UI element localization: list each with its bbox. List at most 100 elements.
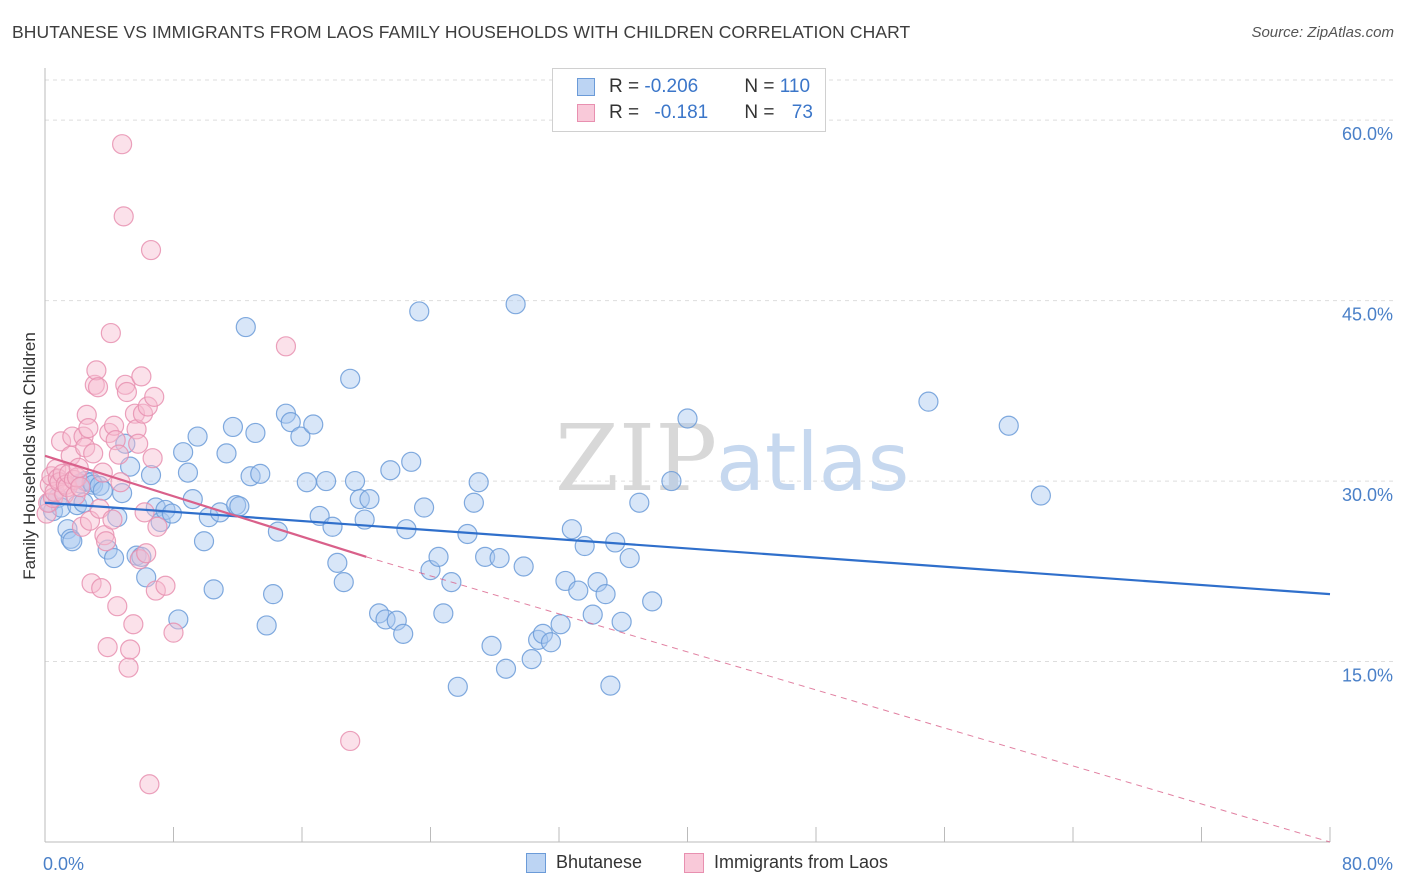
laos-point <box>78 418 99 439</box>
bhutanese-point <box>280 412 301 433</box>
laos-point <box>139 774 160 795</box>
bhutanese-point <box>401 451 422 472</box>
bhutanese-point <box>103 547 125 569</box>
bhutanese-point <box>611 611 632 632</box>
bhutanese-point <box>322 516 343 537</box>
bhutanese-point <box>447 676 468 697</box>
laos-point <box>118 657 139 678</box>
legend-r-value: -0.181 <box>654 102 709 123</box>
legend-r-value: -0.206 <box>644 76 699 97</box>
laos-point <box>163 622 184 643</box>
legend-row-laos: R = -0.181 N = 73 <box>577 101 813 125</box>
laos-point <box>108 444 129 465</box>
bhutanese-point <box>369 603 390 624</box>
laos-point <box>100 322 121 344</box>
bhutanese-point <box>521 649 542 670</box>
y-tick-label: 60.0% <box>1342 124 1393 144</box>
bhutanese-point <box>475 546 496 567</box>
bottom-legend-bhutanese: Bhutanese <box>526 852 642 873</box>
laos-point <box>123 614 144 635</box>
bhutanese-point <box>340 368 361 389</box>
bhutanese-point <box>481 635 502 656</box>
laos-point <box>140 239 162 261</box>
laos-point <box>111 134 133 155</box>
bhutanese-point <box>193 531 215 552</box>
laos-trend-line <box>44 454 367 558</box>
y-axis-label: Family Households with Children <box>20 332 39 580</box>
bhutanese-point <box>540 632 562 653</box>
bhutanese-point <box>359 489 380 510</box>
bhutanese-point <box>677 408 698 429</box>
laos-point <box>275 336 297 357</box>
laos-point <box>134 502 155 523</box>
bhutanese-point <box>495 658 517 679</box>
laos-point <box>86 360 107 381</box>
bhutanese-point <box>918 391 939 412</box>
laos-point <box>124 403 146 424</box>
laos-points <box>36 134 361 795</box>
bhutanese-point <box>327 552 348 573</box>
bhutanese-point <box>303 414 324 435</box>
bhutanese-point <box>642 591 663 612</box>
laos-point <box>116 381 138 403</box>
bhutanese-point <box>393 623 414 644</box>
bhutanese-point <box>250 463 271 484</box>
laos-point <box>87 377 109 398</box>
bhutanese-point <box>413 497 435 518</box>
bhutanese-point <box>629 492 650 513</box>
bhutanese-point <box>380 460 401 481</box>
laos-point <box>115 374 136 395</box>
laos-point <box>36 503 57 524</box>
bhutanese-point <box>203 579 224 600</box>
laos-point <box>131 366 152 387</box>
axis-labels: 15.0% 30.0% 45.0% 60.0% 0.0% 80.0% Family Hous… <box>20 124 1393 874</box>
bhutanese-point <box>161 503 182 524</box>
bhutanese-point <box>216 443 237 464</box>
laos-point <box>147 516 168 537</box>
laos-point <box>91 578 112 599</box>
blue-swatch <box>577 78 595 96</box>
grid-lines <box>45 79 1395 663</box>
pink-swatch <box>684 852 704 873</box>
y-tick-label: 15.0% <box>1342 666 1393 686</box>
laos-point <box>113 206 134 227</box>
bhutanese-point <box>489 547 510 569</box>
bhutanese-trend-line <box>44 501 1331 596</box>
bhutanese-point <box>468 472 489 493</box>
laos-point <box>126 419 147 440</box>
laos-point <box>107 596 128 617</box>
bhutanese-point <box>290 426 311 447</box>
laos-point <box>340 730 361 752</box>
laos-point <box>89 498 110 519</box>
bhutanese-point <box>587 572 608 593</box>
laos-point <box>84 374 105 395</box>
laos-point <box>137 396 158 417</box>
bhutanese-point <box>550 614 571 635</box>
laos-point <box>81 573 102 594</box>
laos-point <box>70 476 91 498</box>
laos-point <box>136 543 157 564</box>
bhutanese-point <box>177 462 199 483</box>
bhutanese-point <box>173 442 194 463</box>
bhutanese-point <box>168 609 189 630</box>
bhutanese-point <box>463 492 484 513</box>
legend-r-label: R = <box>609 76 645 97</box>
bhutanese-point <box>428 546 449 567</box>
bottom-legend: Bhutanese Immigrants from Laos <box>0 852 1406 878</box>
source-credit: Source: ZipAtlas.com <box>1251 24 1394 41</box>
bhutanese-point <box>229 496 250 517</box>
bhutanese-point <box>600 675 621 696</box>
bhutanese-point <box>1030 485 1051 506</box>
laos-point <box>145 580 166 601</box>
legend-row-bhutanese: R = -0.206 N = 110 <box>577 75 810 99</box>
laos-point <box>62 426 83 447</box>
bhutanese-point <box>309 505 330 527</box>
legend-n-value: 73 <box>791 102 813 123</box>
legend-n-label: N = <box>744 76 780 97</box>
bhutanese-point <box>661 470 682 492</box>
laos-point <box>120 639 141 660</box>
laos-point <box>97 636 118 658</box>
axes <box>44 68 1331 843</box>
correlation-legend: R = -0.206 N = 110 R = -0.181 N = 73 <box>552 68 826 132</box>
legend-r-label: R = <box>609 102 645 123</box>
